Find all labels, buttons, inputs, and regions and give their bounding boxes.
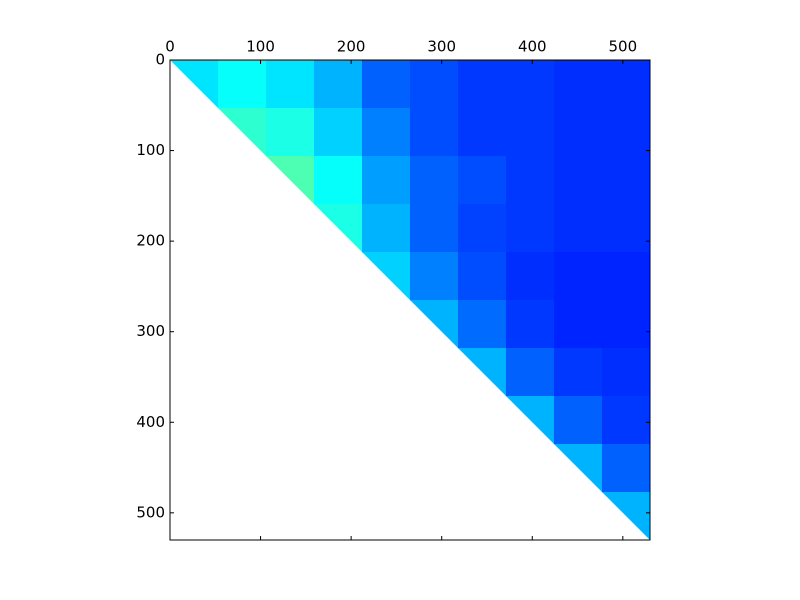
heat-cell — [554, 348, 603, 397]
heat-cell — [410, 204, 459, 253]
x-tick-label: 500 — [609, 38, 638, 56]
heat-cell — [458, 204, 507, 253]
heat-cell — [266, 60, 315, 109]
heat-cell — [458, 252, 507, 301]
x-tick-label: 300 — [427, 38, 456, 56]
heat-cell — [170, 60, 218, 108]
heat-cell — [458, 348, 506, 396]
heat-cell — [410, 156, 459, 205]
heat-cell — [506, 204, 555, 253]
heat-cell — [218, 108, 266, 156]
heat-cell — [506, 348, 555, 397]
heat-cell — [458, 156, 507, 205]
heat-cell — [602, 156, 651, 205]
heat-cell — [602, 348, 651, 397]
heat-cell — [602, 444, 651, 493]
heat-cell — [314, 204, 362, 252]
heat-cell — [602, 204, 651, 253]
heat-cell — [506, 252, 555, 301]
heat-cell — [410, 300, 458, 348]
heat-cell — [362, 156, 411, 205]
heat-cell — [506, 300, 555, 349]
heat-cell — [362, 252, 410, 300]
heat-cell — [506, 60, 555, 109]
heat-cell — [266, 156, 314, 204]
heat-cell — [314, 108, 363, 157]
heat-cell — [458, 108, 507, 157]
heat-cell — [458, 300, 507, 349]
axes-frame — [169, 59, 651, 541]
y-tick-label: 100 — [136, 141, 165, 159]
heat-cell — [602, 60, 651, 109]
heat-cell — [602, 300, 651, 349]
heat-cell — [314, 156, 363, 205]
heat-cell — [266, 108, 315, 157]
heat-cell — [554, 204, 603, 253]
heat-cell — [554, 444, 602, 492]
x-tick-label: 400 — [518, 38, 547, 56]
heat-cell — [362, 108, 411, 157]
heat-cell — [506, 396, 554, 444]
y-tick-label: 0 — [155, 51, 165, 69]
heat-cell — [314, 60, 363, 109]
x-tick-label: 200 — [337, 38, 366, 56]
heat-cell — [554, 300, 603, 349]
x-tick-label: 0 — [165, 38, 175, 56]
heat-cell — [506, 156, 555, 205]
heat-cell — [602, 492, 650, 540]
heat-cell — [410, 108, 459, 157]
heat-cell — [554, 108, 603, 157]
heat-cell — [410, 60, 459, 109]
heat-cell — [458, 60, 507, 109]
y-tick-label: 300 — [136, 322, 165, 340]
heat-cell — [602, 108, 651, 157]
heat-cell — [554, 252, 603, 301]
heat-cell — [506, 108, 555, 157]
x-tick-label: 100 — [246, 38, 275, 56]
heat-cell — [602, 396, 651, 445]
heat-cell — [554, 396, 603, 445]
y-tick-label: 500 — [136, 503, 165, 521]
heat-cell — [554, 60, 603, 109]
heat-cell — [362, 204, 411, 253]
y-tick-label: 200 — [136, 232, 165, 250]
heat-cell — [602, 252, 651, 301]
heat-cell — [410, 252, 459, 301]
heat-cell — [554, 156, 603, 205]
heat-cell — [362, 60, 411, 109]
heat-cell — [218, 60, 267, 109]
y-tick-label: 400 — [136, 413, 165, 431]
